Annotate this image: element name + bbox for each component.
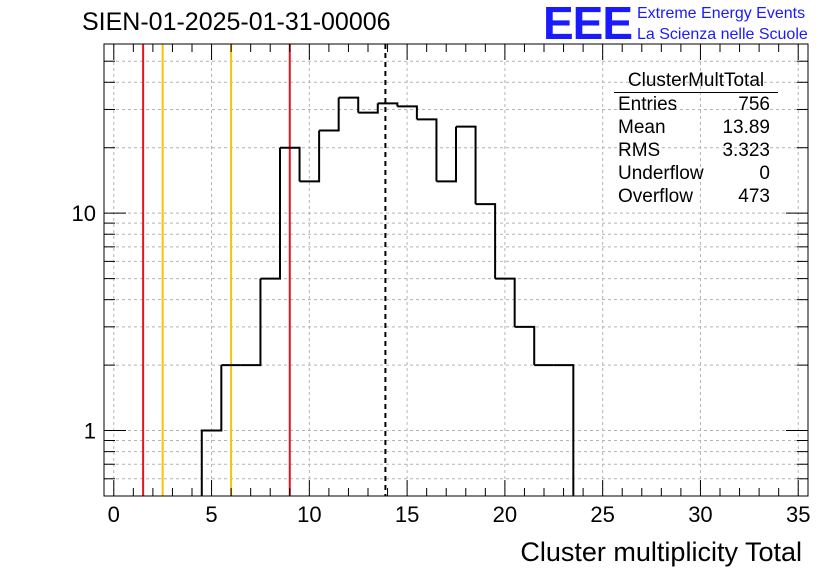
histogram-bin: [200, 365, 223, 496]
y-tick-label: 10: [72, 201, 96, 226]
histogram-bin: [475, 203, 497, 279]
chart-title: SIEN-01-2025-01-31-00006: [82, 8, 391, 36]
histogram-bin: [260, 147, 281, 280]
histogram-bin: [416, 118, 438, 182]
eee-logo: EEE: [543, 0, 633, 49]
x-tick-label: 5: [205, 502, 217, 527]
histogram-bin: [338, 96, 360, 113]
histogram-bin: [436, 126, 457, 183]
x-tick-label: 30: [688, 502, 712, 527]
histogram-bin: [299, 130, 321, 183]
x-tick-label: 35: [786, 502, 810, 527]
stats-value: 473: [738, 186, 770, 207]
histogram-bin: [397, 105, 418, 120]
histogram-bin: [319, 97, 340, 132]
stats-label: RMS: [618, 140, 661, 161]
histogram-bin: [377, 102, 399, 107]
stats-value: 3.323: [722, 140, 770, 161]
logo-caption: Extreme Energy Events La Scienza nelle S…: [637, 3, 808, 45]
stats-value: 0: [759, 163, 770, 184]
plot-frame: [103, 43, 809, 497]
marker-lines: [142, 44, 387, 496]
tick-labels: 0 5 10 15 20 25 30 35 1 10: [72, 201, 811, 527]
stats-label: Underflow: [618, 163, 704, 184]
stats-label: Overflow: [618, 186, 693, 207]
stats-box: ClusterMultTotal Entries 756 Mean 13.89 …: [614, 70, 778, 208]
stats-label: Mean: [618, 117, 666, 138]
stats-row-rms: RMS 3.323: [614, 139, 778, 162]
histogram-bin: [514, 325, 536, 366]
stats-value: 13.89: [722, 117, 770, 138]
stats-label: Entries: [618, 94, 678, 115]
stats-row-mean: Mean 13.89: [614, 116, 778, 139]
histogram-bin: [456, 125, 477, 205]
plot-border: [103, 43, 809, 497]
x-tick-label: 15: [395, 502, 419, 527]
logo-caption-line1: Extreme Energy Events: [637, 5, 806, 22]
histogram-bin: [553, 364, 575, 496]
axis-ticks: [104, 43, 808, 497]
x-axis-label: Cluster multiplicity Total: [520, 537, 802, 567]
stats-row-entries: Entries 756: [614, 93, 778, 116]
stats-row-underflow: Underflow 0: [614, 162, 778, 185]
histogram-bin: [240, 278, 262, 367]
x-tick-label: 0: [108, 502, 120, 527]
x-tick-label: 25: [590, 502, 614, 527]
stats-value: 756: [738, 94, 770, 115]
logo-caption-line2: La Scienza nelle Scuole: [637, 26, 808, 43]
stats-title: ClusterMultTotal: [614, 70, 778, 93]
histogram-bars: [200, 96, 575, 496]
x-tick-label: 10: [297, 502, 321, 527]
x-tick-label: 20: [493, 502, 517, 527]
y-tick-label: 1: [84, 419, 96, 444]
histogram-bin: [495, 277, 516, 327]
histogram-bin: [280, 146, 301, 182]
histogram-bin: [358, 103, 379, 114]
stats-row-overflow: Overflow 473: [614, 185, 778, 208]
